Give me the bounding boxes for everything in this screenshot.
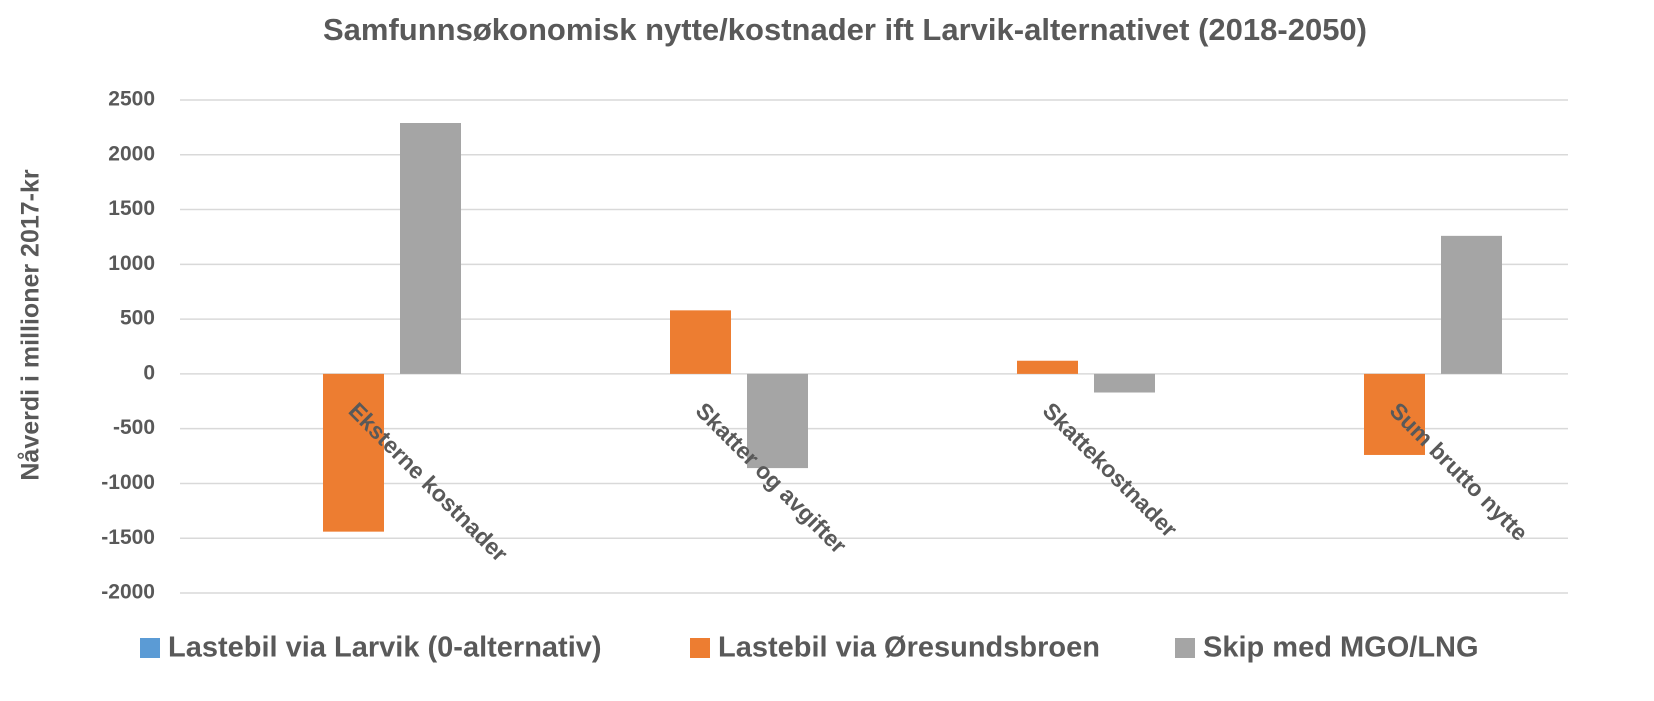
y-tick-label: 500: [120, 307, 155, 330]
bar: [1441, 235, 1502, 374]
bar: [1364, 373, 1425, 455]
y-tick-label: 1500: [108, 197, 155, 220]
bar: [323, 373, 384, 532]
y-axis-label: Nåverdi i millioner 2017-kr: [17, 169, 45, 481]
y-tick-label: 2500: [108, 88, 155, 111]
bar: [747, 373, 808, 469]
bar: [1017, 360, 1078, 374]
bar: [400, 123, 461, 374]
legend-label: Skip med MGO/LNG: [1203, 632, 1479, 664]
y-tick-label: 1000: [108, 252, 155, 275]
bar: [670, 310, 731, 374]
y-tick-label: 0: [143, 361, 155, 384]
chart-title: Samfunnsøkonomisk nytte/kostnader ift La…: [323, 12, 1367, 47]
y-tick-label: -500: [113, 416, 155, 439]
legend-swatch: [1175, 638, 1195, 658]
legend-label: Lastebil via Larvik (0-alternativ): [168, 632, 602, 664]
bar: [1094, 373, 1155, 393]
x-tick-label: Sum brutto nytte: [1385, 397, 1533, 545]
y-tick-label: -1500: [101, 526, 155, 549]
y-tick-label: 2000: [108, 142, 155, 165]
legend-swatch: [690, 638, 710, 658]
y-tick-label: -2000: [101, 581, 155, 604]
x-tick-label: Skattekostnader: [1038, 397, 1183, 542]
y-tick-label: -1000: [101, 471, 155, 494]
legend-label: Lastebil via Øresundsbroen: [718, 632, 1100, 664]
legend-swatch: [140, 638, 160, 658]
